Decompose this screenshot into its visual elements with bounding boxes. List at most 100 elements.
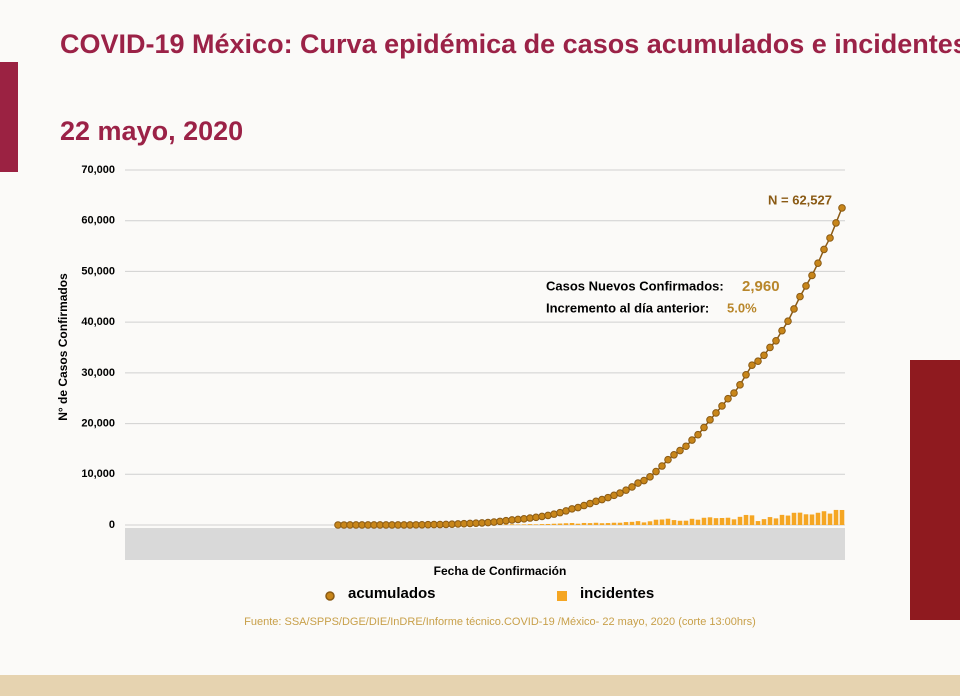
bar (695, 519, 701, 525)
point (832, 219, 840, 227)
point (628, 483, 636, 491)
y-tick-label: 50,000 (81, 265, 115, 277)
point (742, 371, 750, 379)
point (802, 282, 810, 290)
point (718, 402, 726, 410)
point (712, 409, 720, 417)
bar (611, 522, 617, 525)
annotation-label: Casos Nuevos Confirmados: (546, 278, 724, 293)
bar (761, 519, 767, 525)
bar (683, 520, 689, 525)
bar (737, 516, 743, 525)
y-tick-label: 0 (109, 519, 115, 531)
point (814, 259, 822, 267)
bar (503, 524, 509, 525)
annotation-total: N = 62,527 (768, 192, 832, 207)
y-axis-label: N° de Casos Confirmados (56, 273, 70, 421)
bar (629, 521, 635, 525)
bar (821, 511, 827, 525)
point (772, 336, 780, 345)
point (682, 442, 690, 451)
point (646, 473, 654, 481)
point (730, 389, 738, 397)
bar (665, 518, 671, 525)
y-tick-label: 20,000 (81, 417, 115, 429)
bar (551, 523, 557, 525)
point (778, 326, 786, 335)
bar (557, 523, 563, 525)
bar (509, 524, 515, 525)
bar (647, 521, 653, 525)
y-tick-label: 30,000 (81, 367, 115, 379)
point (826, 234, 834, 242)
point (688, 436, 696, 444)
bar (785, 515, 791, 525)
bar (635, 521, 641, 525)
bar (833, 509, 839, 525)
bar (689, 518, 695, 525)
bar (575, 523, 581, 525)
point (754, 357, 762, 365)
annotation-value: 2,960 (742, 278, 780, 295)
point (640, 476, 648, 485)
point (838, 204, 846, 212)
point (706, 416, 714, 424)
bar (587, 523, 593, 525)
chart-subtitle: 22 mayo, 2020 (60, 116, 243, 146)
point (724, 394, 732, 403)
point (616, 489, 624, 497)
x-axis-label: Fecha de Confirmación (434, 564, 567, 578)
bar (839, 509, 845, 525)
bar (569, 522, 575, 525)
bar (671, 520, 677, 525)
footer-strip (0, 675, 960, 696)
bar (641, 522, 647, 525)
bar (545, 523, 551, 525)
bar (605, 523, 611, 525)
bar (773, 518, 779, 525)
bar (533, 524, 539, 525)
point (748, 361, 756, 369)
bar (659, 519, 665, 525)
legend-label: incidentes (580, 585, 654, 602)
bar (725, 517, 731, 525)
legend-swatch (325, 591, 335, 601)
decor-bar (0, 62, 18, 172)
point (820, 245, 828, 254)
bar (791, 512, 797, 525)
y-tick-label: 10,000 (81, 468, 115, 480)
y-tick-label: 60,000 (81, 215, 115, 227)
point (658, 462, 666, 470)
point (670, 451, 678, 459)
annotation-value: 5.0% (727, 300, 757, 315)
point (622, 486, 630, 494)
bar (815, 512, 821, 525)
bar (719, 517, 725, 525)
bar (617, 522, 623, 525)
bar (809, 514, 815, 525)
point (544, 511, 552, 520)
bar (779, 514, 785, 525)
bar (623, 522, 629, 525)
bar (767, 517, 773, 525)
bar (731, 519, 737, 525)
point (790, 305, 798, 313)
bar (599, 523, 605, 525)
point (664, 455, 672, 464)
point (700, 423, 708, 432)
bar (539, 524, 545, 525)
chart-title: COVID-19 México: Curva epidémica de caso… (60, 29, 960, 59)
decor-bar (910, 360, 960, 620)
point (796, 292, 804, 301)
bar (521, 524, 527, 525)
source: Fuente: SSA/SPPS/DGE/DIE/InDRE/Informe t… (244, 616, 756, 628)
y-tick-label: 40,000 (81, 316, 115, 328)
legend-label: acumulados (348, 585, 436, 602)
point (694, 430, 702, 439)
bar (581, 522, 587, 525)
bar (713, 518, 719, 525)
x-tick-label-strip (125, 528, 845, 560)
point (766, 343, 774, 352)
